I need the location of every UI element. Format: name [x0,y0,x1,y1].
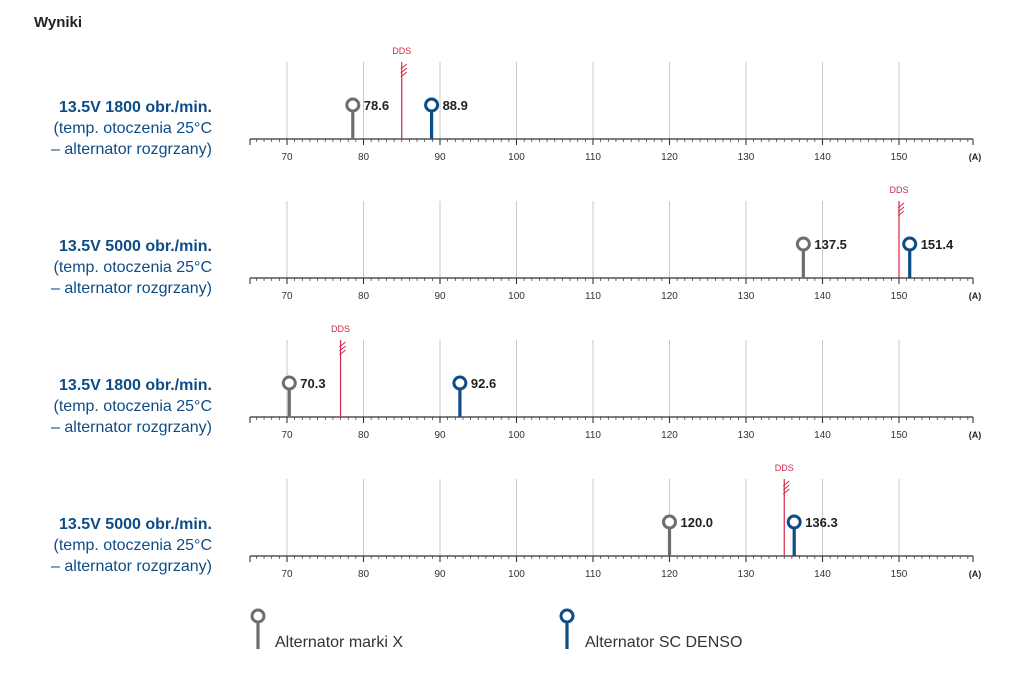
row-label-2: 13.5V 5000 obr./min. (temp. otoczenia 25… [0,236,212,299]
tick-label: 70 [281,569,293,580]
row-subtitle: (temp. otoczenia 25°C [53,537,212,554]
dds-hatch [339,345,346,352]
tick-label: 90 [434,291,446,302]
tick-label: 150 [891,430,908,441]
unit-label: (A) [969,430,982,440]
value-label: 92.6 [471,376,496,391]
tick-label: 150 [891,569,908,580]
tick-label: 130 [738,291,755,302]
legend-label-marka-x: Alternator marki X [275,634,404,651]
denso-pin-head [786,514,802,530]
tick-label: 100 [508,152,525,163]
dds-hatch [897,206,905,213]
tick-label: 90 [434,152,446,163]
marka-x-pin-head [662,514,677,530]
legend-label-denso: Alternator SC DENSO [585,634,743,651]
marka-x-pin-head [795,236,811,252]
tick-label: 120 [661,291,678,302]
tick-label: 120 [661,430,678,441]
marka-x-pin-head [281,375,297,391]
tick-label: 100 [508,430,525,441]
tick-label: 120 [661,569,678,580]
row-subtitle: – alternator rozgrzany) [51,141,212,158]
dds-hatch [897,210,905,217]
tick-label: 150 [891,291,908,302]
tick-label: 130 [738,569,755,580]
tick-label: 70 [281,152,293,163]
value-label: 151.4 [921,237,954,252]
dds-hatch [400,71,408,78]
unit-label: (A) [969,291,982,301]
row-label-4: 13.5V 5000 obr./min. (temp. otoczenia 25… [0,514,212,577]
tick-label: 80 [358,569,370,580]
tick-label: 110 [585,569,601,580]
tick-label: 80 [358,291,370,302]
legend-denso-icon-head [559,608,575,624]
value-label: 137.5 [814,237,847,252]
dds-hatch [782,484,790,491]
row-subtitle: – alternator rozgrzany) [51,419,212,436]
tick-label: 120 [661,152,678,163]
dds-hatch [339,341,346,348]
tick-label: 140 [814,152,831,163]
tick-label: 90 [434,569,446,580]
row-subtitle: (temp. otoczenia 25°C [53,259,212,276]
value-label: 78.6 [364,98,389,113]
row-subtitle: (temp. otoczenia 25°C [53,398,212,415]
dds-label: DDS [775,463,794,473]
row-title: 13.5V 1800 obr./min. [59,99,212,116]
row-subtitle: – alternator rozgrzany) [51,280,212,297]
row-title: 13.5V 1800 obr./min. [59,377,212,394]
tick-label: 140 [814,430,831,441]
dds-label: DDS [889,185,908,195]
value-label: 136.3 [805,515,838,530]
tick-label: 80 [358,430,370,441]
tick-label: 140 [814,569,831,580]
unit-label: (A) [969,152,982,162]
dds-label: DDS [331,324,350,334]
dds-hatch [400,67,408,74]
tick-label: 140 [814,291,831,302]
dds-hatch [400,63,408,70]
tick-label: 80 [358,152,370,163]
marka-x-pin-head [345,97,361,113]
tick-label: 110 [585,430,601,441]
row-subtitle: (temp. otoczenia 25°C [53,120,212,137]
row-label-1: 13.5V 1800 obr./min. (temp. otoczenia 25… [0,97,212,160]
tick-label: 100 [508,569,525,580]
denso-pin-head [424,97,440,113]
tick-label: 70 [281,430,293,441]
dds-hatch [782,480,790,487]
tick-label: 70 [281,291,293,302]
legend-marka-x-icon-head [250,608,266,624]
row-label-3: 13.5V 1800 obr./min. (temp. otoczenia 25… [0,375,212,438]
denso-pin-head [902,236,918,252]
tick-label: 110 [585,152,601,163]
row-title: 13.5V 5000 obr./min. [59,238,212,255]
value-label: 70.3 [300,376,325,391]
tick-label: 100 [508,291,525,302]
tick-label: 110 [585,291,601,302]
dds-label: DDS [392,46,411,56]
page-title: Wyniki [34,14,83,31]
denso-pin-head [452,375,468,391]
row-title: 13.5V 5000 obr./min. [59,516,212,533]
row-subtitle: – alternator rozgrzany) [51,558,212,575]
value-label: 88.9 [443,98,468,113]
tick-label: 90 [434,430,446,441]
value-label: 120.0 [681,515,714,530]
tick-label: 130 [738,152,755,163]
dds-hatch [897,202,905,209]
dds-hatch [339,349,346,356]
unit-label: (A) [969,569,982,579]
tick-label: 130 [738,430,755,441]
tick-label: 150 [891,152,908,163]
dds-hatch [782,488,790,495]
